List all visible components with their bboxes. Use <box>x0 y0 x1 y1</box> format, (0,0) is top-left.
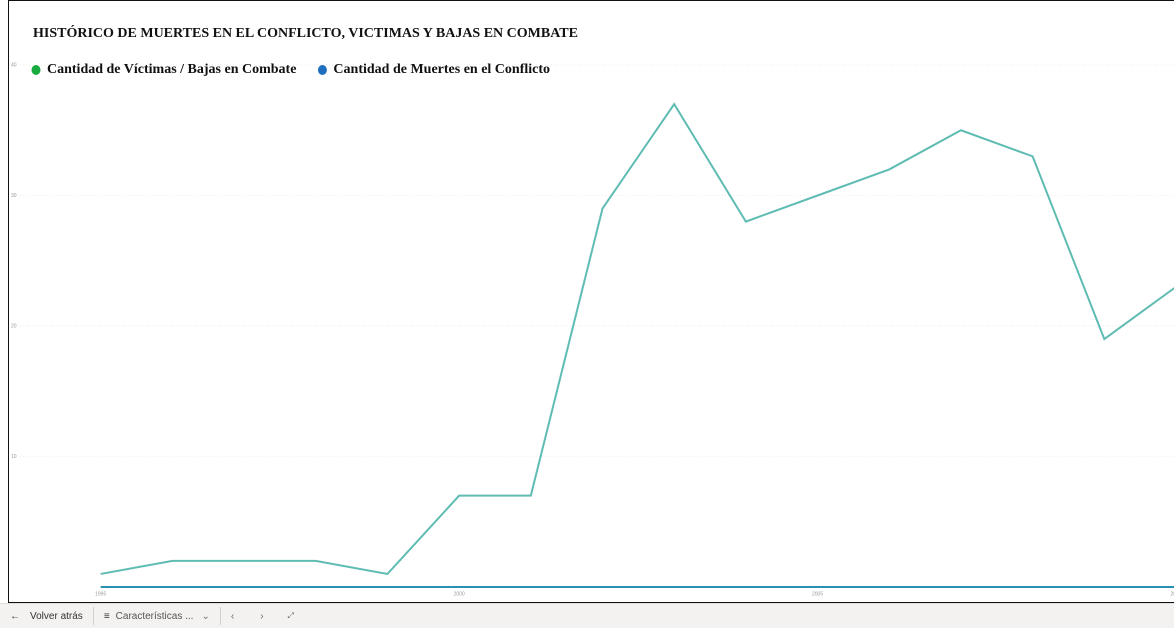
chart: HISTÓRICO DE MUERTES EN EL CONFLICTO, VI… <box>8 0 1174 603</box>
x-tick-label: 1995 <box>95 591 106 597</box>
fullscreen[interactable]: ⤢ <box>287 611 294 620</box>
legend-marker <box>317 65 327 75</box>
x-tick-label: 2005 <box>812 591 823 597</box>
back-icon[interactable]: ← <box>10 610 20 622</box>
separator <box>92 607 94 625</box>
chart-border <box>8 0 1174 603</box>
separator <box>219 607 221 625</box>
legend-marker <box>31 65 41 75</box>
prev-page[interactable]: ‹ <box>230 610 235 622</box>
y-tick-label: 10 <box>11 454 17 460</box>
page-icon: ≡ <box>103 610 110 622</box>
back-button[interactable]: Volver atrás <box>30 610 83 622</box>
x-tick-label: 2000 <box>454 591 465 597</box>
series-line <box>100 102 1174 576</box>
page-selector[interactable]: Características ... <box>115 610 194 622</box>
x-tick-label: 2010 <box>1170 591 1174 597</box>
dropdown-icon[interactable]: ⌄ <box>201 610 210 622</box>
chart-title: HISTÓRICO DE MUERTES EN EL CONFLICTO, VI… <box>33 24 578 41</box>
toolbar: ← Volver atrás ≡ Características ... ⌄ ‹… <box>0 603 1174 628</box>
next-page[interactable]: › <box>260 610 264 622</box>
y-tick-label: 30 <box>11 193 17 199</box>
legend-label: Cantidad de Víctimas / Bajas en Combate <box>47 62 296 77</box>
legend-label: Cantidad de Muertes en el Conflicto <box>333 62 550 77</box>
y-tick-label: 20 <box>11 323 17 329</box>
y-tick-label: 40 <box>11 62 17 68</box>
